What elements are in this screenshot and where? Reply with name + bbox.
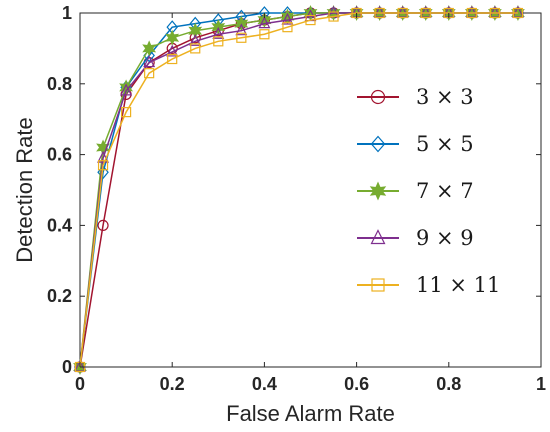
- y-tick-label: 0: [62, 357, 72, 377]
- legend-marker: [369, 181, 387, 201]
- legend-entry: 5 × 5: [357, 132, 474, 156]
- data-point-marker: [281, 12, 294, 25]
- data-point-marker: [466, 7, 477, 19]
- legend-label: 7 × 7: [416, 179, 474, 203]
- y-tick-label: 1: [62, 3, 72, 23]
- data-point-marker: [189, 33, 202, 46]
- legend-label: 11 × 11: [416, 273, 500, 297]
- data-point-marker: [120, 83, 133, 96]
- plot-frame: [79, 12, 542, 368]
- legend: 3 × 3 5 × 5 7 × 7 9 × 9 11 × 11: [357, 85, 500, 297]
- legend-entry: 7 × 7: [357, 179, 474, 203]
- data-point-marker: [489, 7, 500, 19]
- legend-marker: [370, 229, 386, 245]
- data-point-marker: [166, 44, 179, 57]
- data-point-marker: [97, 160, 109, 171]
- data-point-marker: [257, 12, 272, 29]
- data-point-marker: [97, 150, 110, 163]
- legend-label: 5 × 5: [416, 132, 474, 156]
- data-point-marker: [143, 55, 156, 68]
- data-point-marker: [165, 29, 180, 46]
- data-point-marker: [282, 22, 293, 33]
- legend-label: 3 × 3: [416, 85, 474, 109]
- data-point-marker: [420, 7, 431, 19]
- data-point-marker: [259, 29, 270, 40]
- x-tick-label: 0: [75, 374, 85, 394]
- legend-marker: [370, 135, 386, 153]
- y-tick-label: 0.4: [47, 215, 72, 235]
- data-point-marker: [212, 26, 225, 39]
- y-tick-label: 0.2: [47, 286, 72, 306]
- data-point-marker: [96, 139, 110, 156]
- y-axis-label: Detection Rate: [12, 117, 37, 263]
- x-tick-label: 1: [536, 374, 546, 394]
- data-point-marker: [236, 32, 247, 43]
- legend-entry: 11 × 11: [357, 273, 500, 297]
- data-point-marker: [120, 107, 132, 118]
- data-point-marker: [374, 7, 385, 19]
- y-tick-label: 0.6: [47, 145, 72, 165]
- data-point-marker: [167, 53, 178, 65]
- x-tick-label: 0.2: [160, 374, 185, 394]
- legend-label: 9 × 9: [416, 226, 474, 250]
- legend-marker: [371, 278, 385, 292]
- x-tick-label: 0.4: [252, 374, 277, 394]
- data-point-marker: [188, 22, 203, 39]
- y-tick-label: 0.8: [47, 74, 72, 94]
- data-point-marker: [512, 7, 524, 19]
- data-point-marker: [305, 14, 316, 26]
- x-axis-label: False Alarm Rate: [226, 401, 395, 426]
- data-point-marker: [397, 7, 408, 19]
- legend-entry: 3 × 3: [357, 85, 474, 109]
- x-tick-label: 0.6: [344, 374, 369, 394]
- series-line: [79, 12, 518, 368]
- legend-entry: 9 × 9: [357, 226, 474, 250]
- legend-marker: [370, 89, 386, 105]
- data-point-marker: [258, 16, 271, 29]
- x-tick-label: 0.8: [436, 374, 461, 394]
- data-point-marker: [144, 68, 155, 79]
- data-point-marker: [190, 43, 201, 54]
- data-point-marker: [213, 36, 224, 47]
- data-point-marker: [328, 11, 339, 22]
- data-point-marker: [142, 40, 157, 57]
- data-point-marker: [97, 219, 109, 231]
- data-point-marker: [235, 23, 248, 36]
